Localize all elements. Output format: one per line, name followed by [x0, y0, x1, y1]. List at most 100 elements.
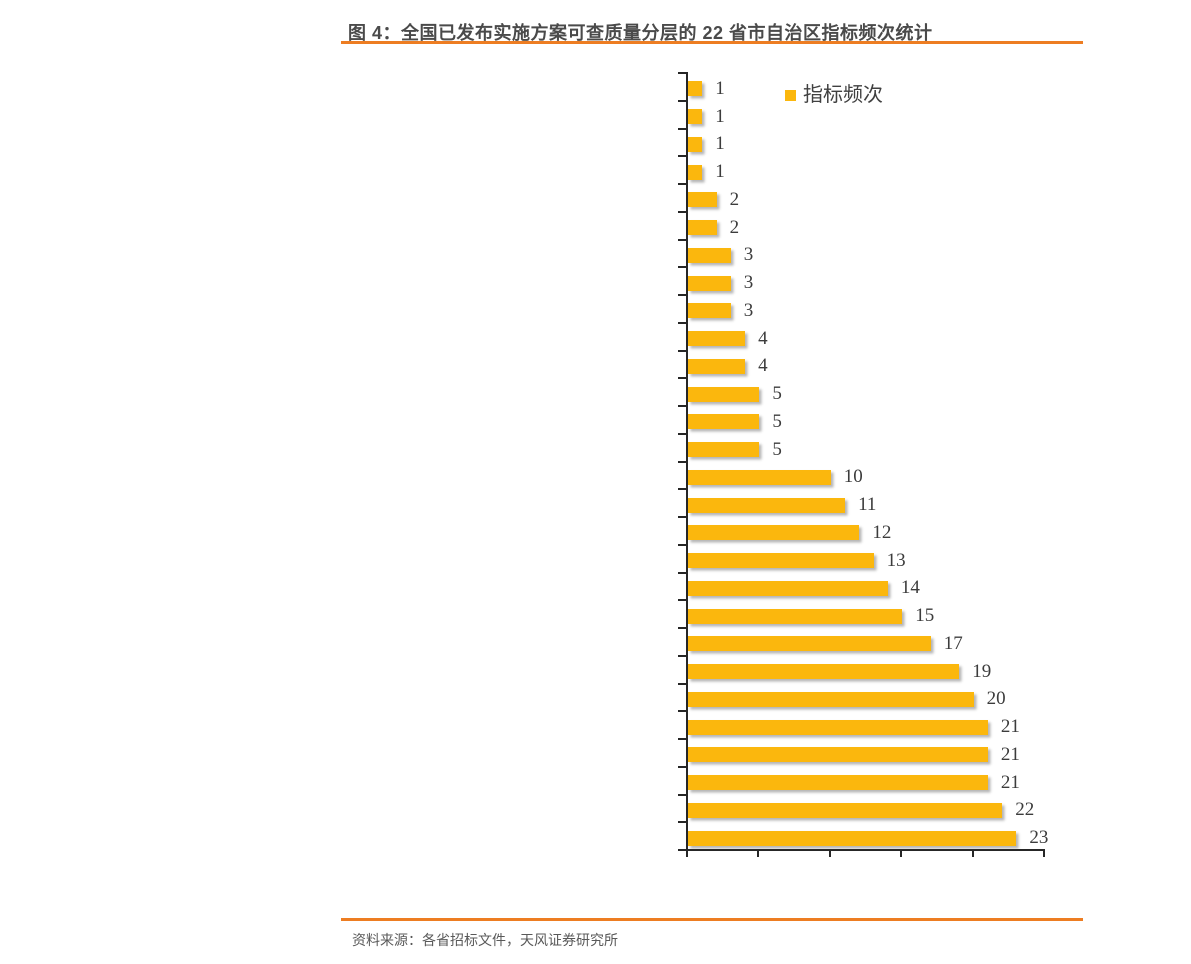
bar — [688, 220, 717, 236]
bar — [688, 303, 731, 319]
y-axis-tick — [678, 377, 686, 380]
bar-value-label: 5 — [772, 383, 782, 405]
y-axis-tick — [678, 460, 686, 463]
y-axis-tick — [678, 183, 686, 185]
y-axis-tick — [678, 738, 686, 740]
bar — [688, 81, 703, 97]
bar — [688, 664, 960, 680]
bar — [688, 192, 717, 208]
y-axis-tick — [678, 821, 686, 824]
bar-value-label: 21 — [1000, 716, 1020, 738]
bar — [688, 691, 974, 707]
x-axis-tick — [828, 851, 831, 857]
x-axis-line — [686, 849, 1045, 851]
x-axis-tick — [686, 851, 688, 857]
bar-value-label: 1 — [715, 133, 725, 155]
bar-value-label: 22 — [1015, 799, 1035, 821]
bar — [688, 802, 1003, 818]
bar-value-label: 14 — [900, 577, 920, 599]
y-axis-tick — [678, 627, 686, 629]
bar-value-label: 10 — [843, 466, 863, 488]
chart-legend: 指标频次 — [785, 83, 883, 107]
y-axis-tick — [678, 266, 686, 269]
source-note: 资料来源：各省招标文件，天风证券研究所 — [352, 932, 618, 948]
bar-value-label: 13 — [886, 549, 906, 571]
bar-value-label: 2 — [729, 188, 740, 210]
y-axis-tick — [678, 432, 686, 435]
y-axis-tick — [678, 488, 686, 491]
bar-value-label: 5 — [772, 410, 782, 432]
bar-value-label: 3 — [743, 299, 754, 321]
y-axis-tick — [678, 321, 686, 324]
y-axis-tick — [678, 72, 686, 74]
bar-value-label: 1 — [715, 77, 725, 99]
bar-value-label: 21 — [1000, 771, 1020, 793]
bar-value-label: 20 — [986, 688, 1006, 710]
bar — [688, 164, 703, 180]
bar-value-label: 23 — [1029, 827, 1049, 849]
bar — [688, 358, 746, 374]
bar — [688, 830, 1017, 846]
y-axis-tick — [678, 682, 686, 685]
bar — [688, 719, 988, 735]
x-axis-tick — [971, 851, 974, 857]
x-axis-tick — [900, 851, 903, 857]
y-axis-tick — [678, 349, 686, 352]
bar-value-label: 1 — [715, 161, 725, 183]
bar — [688, 636, 931, 652]
y-axis-tick — [678, 155, 686, 158]
y-axis-tick — [678, 571, 686, 574]
bar-value-label: 11 — [858, 494, 877, 516]
legend-label: 指标频次 — [803, 84, 883, 106]
bar — [688, 136, 703, 152]
footer-divider — [341, 918, 1083, 921]
bar-value-label: 19 — [972, 660, 992, 682]
y-axis-tick — [678, 294, 686, 296]
bar — [688, 775, 988, 791]
bar — [688, 442, 760, 458]
y-axis-tick — [678, 599, 686, 602]
y-axis-tick — [678, 127, 686, 130]
bar-value-label: 3 — [743, 244, 754, 266]
chart-plot-area: 指标频次 1 1 1 1 2 2 3 3 3 4 4 5 5 5 10 11 12 13 14 15 17 19 20 21 2… — [678, 72, 1049, 857]
x-axis-tick — [757, 851, 760, 857]
figure-title: 图 4：全国已发布实施方案可查质量分层的 22 省市自治区指标频次统计 — [348, 23, 933, 43]
bar — [688, 386, 760, 402]
bar-value-label: 4 — [758, 355, 768, 377]
bar-value-label: 17 — [943, 632, 963, 654]
x-axis-tick — [1043, 851, 1045, 857]
title-divider — [341, 41, 1083, 44]
bar-value-label: 2 — [729, 216, 740, 238]
y-axis-tick — [678, 654, 686, 657]
y-axis-tick — [678, 710, 686, 713]
bar — [688, 469, 831, 485]
bar-value-label: 4 — [758, 327, 768, 349]
bar — [688, 414, 760, 430]
y-axis-tick — [678, 99, 686, 102]
y-axis-tick — [678, 793, 686, 796]
bar-value-label: 15 — [915, 605, 935, 627]
bar-value-label: 1 — [715, 105, 725, 127]
y-axis-tick — [678, 405, 686, 407]
bar-value-label: 21 — [1000, 743, 1020, 765]
bar-value-label: 5 — [772, 438, 782, 460]
y-axis-tick — [678, 210, 686, 213]
y-axis-tick — [678, 765, 686, 768]
y-axis-tick — [678, 849, 686, 851]
y-axis-tick — [678, 238, 686, 241]
bar — [688, 331, 746, 347]
y-axis-tick — [678, 543, 686, 546]
bar — [688, 580, 888, 596]
bar-value-label: 12 — [872, 521, 892, 543]
bar — [688, 608, 903, 624]
bar — [688, 497, 846, 513]
gold-square-icon — [785, 89, 796, 101]
bar — [688, 525, 860, 541]
bar — [688, 109, 703, 125]
bar — [688, 247, 731, 263]
bar — [688, 747, 988, 763]
bar — [688, 553, 874, 569]
y-axis-tick — [678, 516, 686, 518]
bar — [688, 275, 731, 291]
